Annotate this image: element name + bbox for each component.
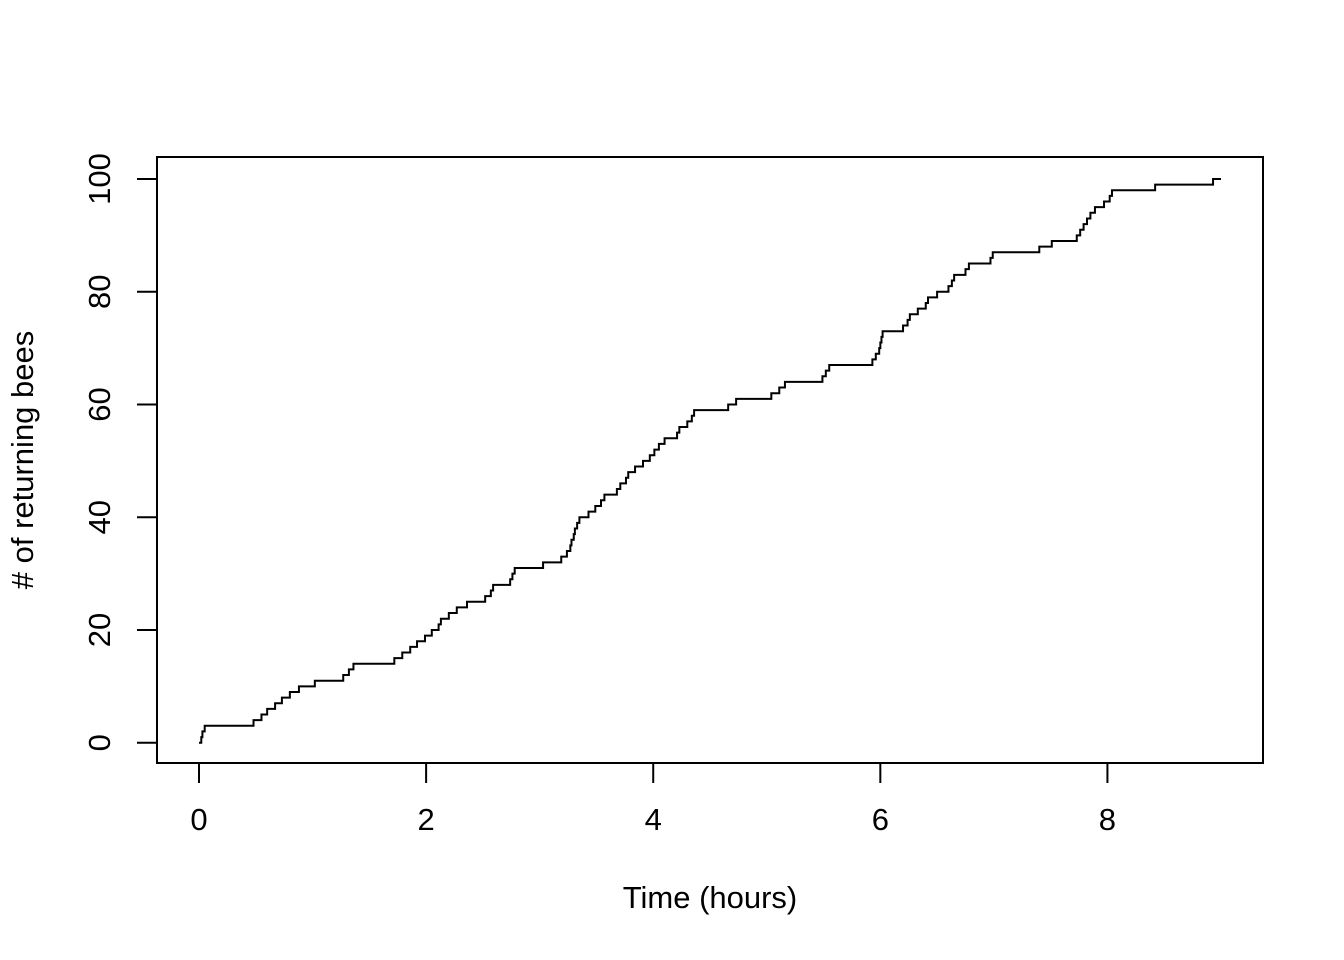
y-tick-label: 80 bbox=[82, 274, 117, 308]
y-tick-label: 60 bbox=[82, 387, 117, 421]
x-tick-label: 0 bbox=[190, 802, 207, 837]
y-tick-label: 100 bbox=[82, 153, 117, 205]
y-axis-title: # of returning bees bbox=[5, 331, 40, 590]
x-tick-label: 2 bbox=[417, 802, 434, 837]
step-curve-group bbox=[199, 177, 1221, 744]
plot-box bbox=[156, 156, 1264, 764]
x-tick-label: 8 bbox=[1099, 802, 1116, 837]
x-axis-title: Time (hours) bbox=[623, 880, 798, 915]
y-tick-label: 20 bbox=[82, 613, 117, 647]
y-tick-label: 0 bbox=[82, 734, 117, 751]
x-tick-label: 4 bbox=[645, 802, 662, 837]
step-curve bbox=[199, 177, 1221, 744]
y-tick-label: 40 bbox=[82, 500, 117, 534]
y-axis-ticks: 0 20 40 60 80 100 bbox=[82, 153, 157, 751]
x-tick-label: 6 bbox=[872, 802, 889, 837]
x-axis-ticks: 0 2 4 6 8 bbox=[190, 763, 1116, 837]
